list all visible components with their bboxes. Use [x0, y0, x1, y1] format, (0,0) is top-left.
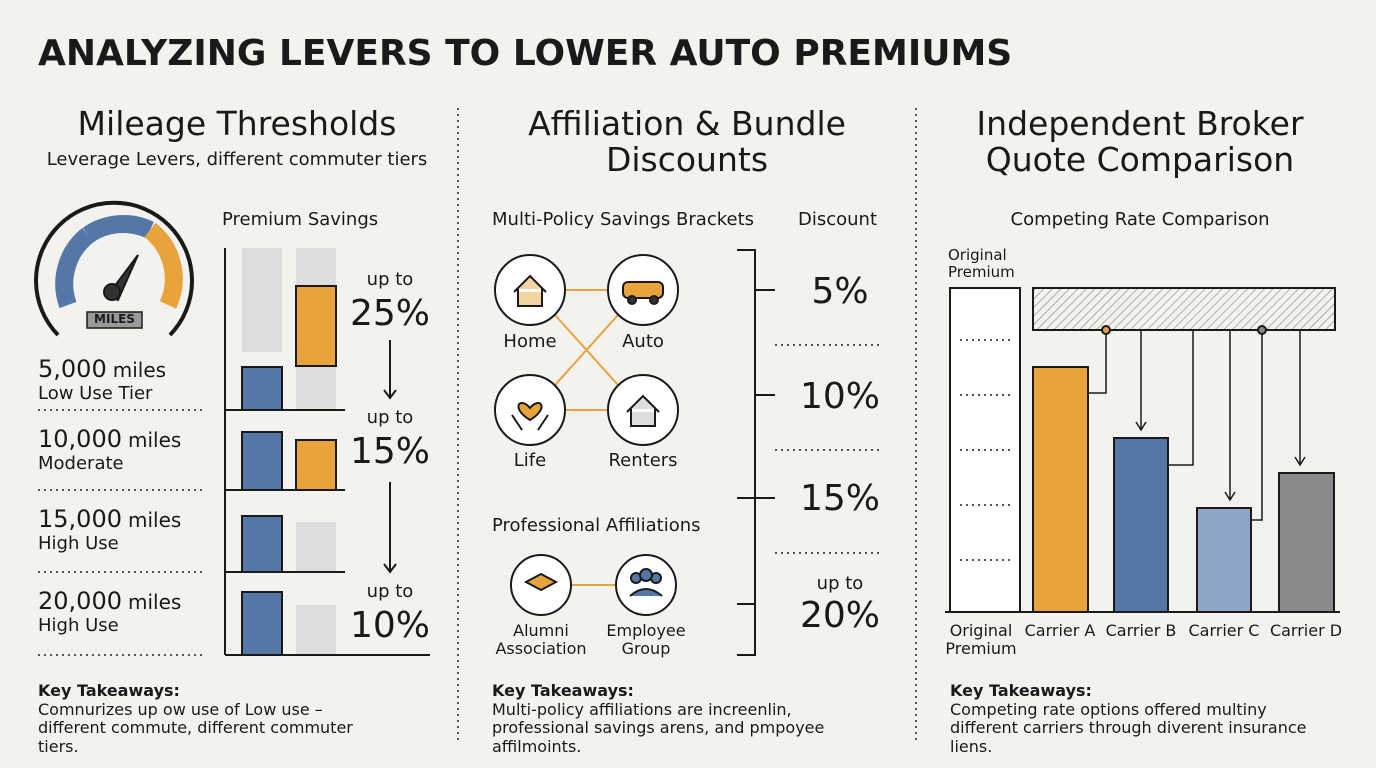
chart-title: Competing Rate Comparison	[1010, 209, 1270, 230]
chart-title: Premium Savings	[222, 209, 379, 230]
section-title: Multi-Policy Savings Brackets	[492, 209, 755, 230]
tier-name: High Use	[38, 533, 119, 554]
tier-miles: 15,000 miles	[38, 506, 181, 532]
discount-bracket	[737, 249, 880, 656]
x-tick-label: Carrier C	[1188, 621, 1260, 640]
takeaways-title: Key Takeaways:	[950, 681, 1092, 700]
gauge-label: MILES	[94, 312, 135, 326]
miles-value: 10,000	[38, 425, 122, 453]
panel-heading: Independent Broker Quote Comparison	[976, 104, 1304, 180]
takeaways-text: Competing rate options offered multiny d…	[950, 700, 1307, 756]
panel-heading: Mileage Thresholds	[77, 104, 397, 143]
tier-miles: 10,000 miles	[38, 426, 181, 452]
x-tick-label: Original Premium	[945, 621, 1017, 658]
discount-value: 10%	[799, 376, 880, 417]
affiliation-label: Alumni Association	[495, 621, 587, 658]
savings-prefix: up to	[366, 269, 414, 290]
broker-chart	[945, 287, 1340, 613]
discount-value: 20%	[799, 595, 880, 636]
discount-prefix: up to	[816, 573, 864, 594]
policy-network	[494, 254, 679, 616]
x-tick-label: Carrier B	[1105, 621, 1177, 640]
page-title: ANALYZING LEVERS TO LOWER AUTO PREMIUMS	[38, 33, 1013, 74]
savings-prefix: up to	[366, 407, 414, 428]
discount-value: 5%	[811, 271, 869, 312]
takeaways-text: Multi-policy affiliations are increenlin…	[492, 700, 825, 756]
miles-value: 15,000	[38, 505, 122, 533]
section-title: Professional Affiliations	[492, 515, 701, 536]
takeaways-text: Comnurizes up ow use of Low use – differ…	[38, 700, 353, 756]
tier-name: Low Use Tier	[38, 383, 153, 404]
panel-subtitle: Leverage Levers, different commuter tier…	[46, 149, 428, 170]
tier-name: High Use	[38, 615, 119, 636]
takeaways-title: Key Takeaways:	[38, 681, 180, 700]
x-tick-label: Carrier A	[1024, 621, 1096, 640]
tier-miles: 20,000 miles	[38, 588, 181, 614]
tier-miles: 5,000 miles	[38, 356, 166, 382]
discount-value: 15%	[799, 478, 880, 519]
policy-label: Auto	[622, 331, 664, 352]
tier-name: Moderate	[38, 453, 124, 474]
savings-value: 15%	[349, 431, 430, 472]
gauge	[34, 200, 194, 337]
affiliation-label: Employee Group	[606, 621, 686, 658]
savings-value: 25%	[349, 293, 430, 334]
section-title: Discount	[798, 209, 878, 230]
miles-value: 20,000	[38, 587, 122, 615]
miles-value: 5,000	[38, 355, 107, 383]
savings-value: 10%	[349, 605, 430, 646]
miles-unit: miles	[127, 590, 182, 614]
bar-label: Original Premium	[948, 246, 1015, 281]
mileage-chart	[38, 248, 430, 656]
miles-unit: miles	[127, 508, 182, 532]
miles-unit: miles	[112, 358, 167, 382]
miles-unit: miles	[127, 428, 182, 452]
policy-label: Renters	[608, 450, 678, 471]
policy-label: Home	[503, 331, 557, 352]
savings-prefix: up to	[366, 581, 414, 602]
policy-label: Life	[513, 450, 547, 471]
takeaways-title: Key Takeaways:	[492, 681, 634, 700]
panel-heading: Affiliation & Bundle Discounts	[528, 104, 846, 180]
x-tick-label: Carrier D	[1269, 621, 1343, 640]
